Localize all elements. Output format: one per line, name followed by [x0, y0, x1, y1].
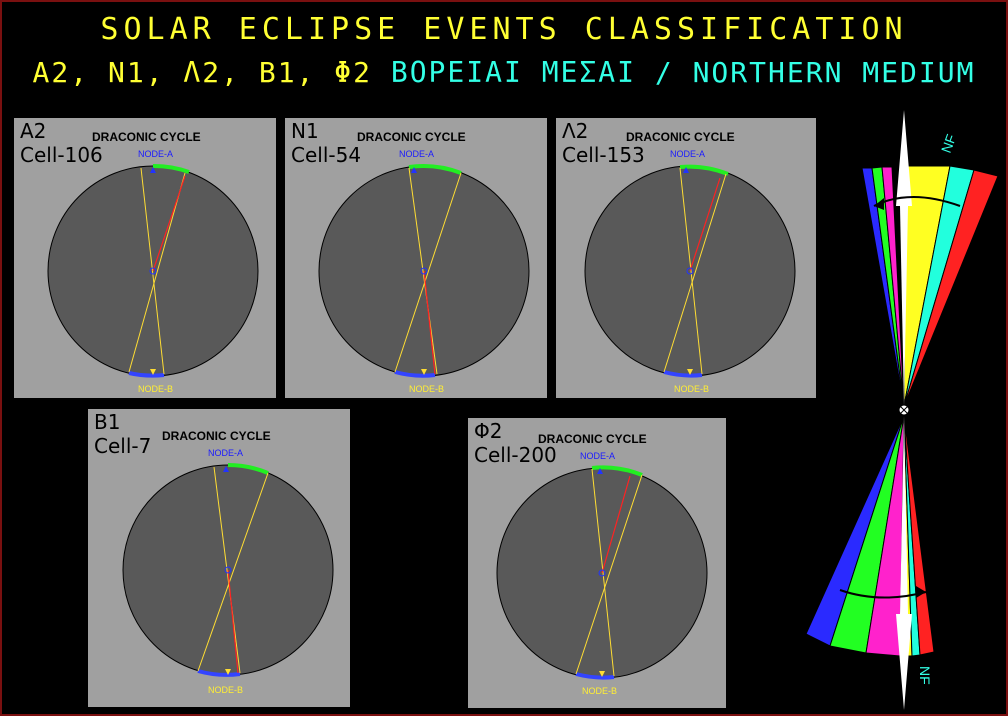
panel-cell: Cell-200 — [474, 443, 557, 467]
node-a-label: NODE-A — [670, 149, 706, 159]
node-b-label: NODE-B — [674, 384, 710, 394]
axis-spike-bottom — [896, 614, 912, 710]
draconic-diagram — [47, 163, 259, 378]
panel-title: DRACONIC CYCLE — [92, 130, 201, 144]
panel-b1: B1 Cell-7 DRACONIC CYCLE NODE-A NODE-B — [88, 409, 350, 707]
panel-cell: Cell-7 — [94, 434, 152, 458]
subtitle-greek: ΒΟΡΕΙΑΙ ΜΕΣΑΙ — [390, 56, 636, 89]
axis-lower — [900, 416, 908, 614]
page-title: SOLAR ECLIPSE EVENTS CLASSIFICATION — [100, 12, 908, 47]
subtitle-english: / NORTHERN MEDIUM — [654, 56, 976, 89]
panel-phi2: Φ2 Cell-200 DRACONIC CYCLE NODE-A NODE-B — [468, 418, 726, 708]
panel-code: N1 — [291, 119, 319, 143]
panel-title: DRACONIC CYCLE — [162, 429, 271, 443]
draconic-diagram — [584, 164, 796, 378]
page-subtitle: A2, N1, Λ2, B1, Φ2 ΒΟΡΕΙΑΙ ΜΕΣΑΙ / NORTH… — [0, 56, 1008, 89]
draconic-diagram — [122, 463, 334, 677]
node-a-label: NODE-A — [580, 451, 616, 461]
panel-title: DRACONIC CYCLE — [626, 130, 735, 144]
axis-spike-top — [896, 110, 912, 206]
fan-upper-red — [903, 169, 999, 407]
panel-cell: Cell-153 — [562, 143, 645, 167]
panel-code: A2 — [20, 119, 47, 143]
lower-arrowhead — [916, 586, 926, 598]
fan-lower-red — [903, 415, 935, 656]
panel-code: Λ2 — [562, 119, 589, 143]
node-b-label: NODE-B — [409, 384, 445, 394]
axis-upper — [900, 206, 908, 406]
panel-code: Φ2 — [474, 419, 503, 443]
node-b-label: NODE-B — [582, 686, 618, 696]
nf-label-top: NF — [938, 132, 959, 155]
panel-a2: A2 Cell-106 DRACONIC CYCLE NODE-A NODE-B — [14, 118, 276, 398]
fan-upper-magenta — [881, 166, 905, 407]
panel-title: DRACONIC CYCLE — [357, 130, 466, 144]
upper-arrowhead — [874, 198, 884, 210]
panel-cell: Cell-54 — [291, 143, 362, 167]
node-a-label: NODE-A — [399, 149, 435, 159]
panel-cell: Cell-106 — [20, 143, 103, 167]
nf-label-bottom: NF — [917, 666, 933, 685]
panel-lambda2: Λ2 Cell-153 DRACONIC CYCLE NODE-A NODE-B — [556, 118, 816, 398]
center-cross-b — [899, 405, 909, 415]
subtitle-codes: A2, N1, Λ2, B1, Φ2 — [32, 56, 372, 89]
draconic-diagram — [496, 465, 708, 680]
panel-n1: N1 Cell-54 DRACONIC CYCLE NODE-A NODE-B — [285, 118, 547, 398]
panel-code: B1 — [94, 410, 121, 434]
node-b-label: NODE-B — [138, 384, 174, 394]
eclipse-fan-diagram: NF NF — [805, 110, 999, 710]
node-a-label: NODE-A — [138, 149, 174, 159]
panel-title: DRACONIC CYCLE — [538, 432, 647, 446]
draconic-diagram — [318, 164, 530, 378]
node-a-label: NODE-A — [208, 448, 244, 458]
node-b-label: NODE-B — [208, 685, 244, 695]
